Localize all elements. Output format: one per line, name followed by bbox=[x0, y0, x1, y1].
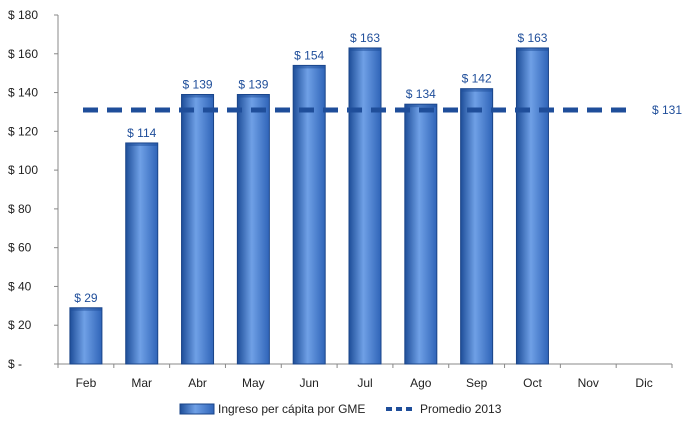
bar-top-highlight bbox=[404, 104, 437, 108]
bar bbox=[348, 47, 382, 365]
data-label: $ 139 bbox=[238, 77, 268, 91]
x-tick-label: Jul bbox=[357, 376, 372, 390]
bar bbox=[236, 93, 270, 365]
bar bbox=[292, 64, 326, 365]
data-label: $ 139 bbox=[183, 77, 213, 91]
legend-bar-label: Ingreso per cápita por GME bbox=[218, 402, 365, 416]
bar-top-highlight bbox=[69, 307, 102, 311]
y-tick-label: $ 140 bbox=[8, 86, 38, 100]
x-tick-label: Mar bbox=[131, 376, 152, 390]
data-labels-group: $ 29 $ 114 $ 139 $ 139 $ 154 $ 163 $ 134 $ 142 $… bbox=[74, 31, 548, 305]
bar-top-highlight bbox=[237, 94, 270, 98]
legend-bar-swatch bbox=[179, 403, 215, 415]
bar-top-highlight bbox=[516, 47, 549, 51]
bar bbox=[460, 88, 494, 365]
x-tick-label: Ago bbox=[410, 376, 432, 390]
y-tick-label: $ 20 bbox=[8, 318, 32, 332]
x-tick-label: Dic bbox=[635, 376, 652, 390]
bar bbox=[515, 47, 549, 365]
bar-top-highlight bbox=[349, 47, 381, 51]
y-tick-label: $ 100 bbox=[8, 163, 38, 177]
bar bbox=[125, 142, 159, 365]
bar bbox=[404, 103, 438, 365]
data-label: $ 142 bbox=[462, 72, 492, 86]
y-tick-label: $ 160 bbox=[8, 47, 38, 61]
data-label: $ 114 bbox=[127, 126, 156, 140]
bars-group bbox=[69, 47, 549, 365]
y-tick-label: $ 40 bbox=[8, 279, 32, 293]
data-label: $ 163 bbox=[350, 31, 380, 45]
y-tick-label: $ 120 bbox=[8, 124, 38, 138]
y-tick-label: $ 60 bbox=[8, 241, 32, 255]
x-tick-label: Sep bbox=[466, 376, 488, 390]
x-tick-label: Abr bbox=[188, 376, 207, 390]
data-label: $ 29 bbox=[74, 291, 98, 305]
bar-top-highlight bbox=[181, 94, 214, 98]
y-tick-label: $ 180 bbox=[8, 8, 38, 22]
bar-top-highlight bbox=[293, 65, 326, 69]
y-tick-label: $ - bbox=[8, 357, 22, 371]
data-label: $ 134 bbox=[406, 87, 436, 101]
x-tick-label: Feb bbox=[76, 376, 97, 390]
bar bbox=[69, 307, 103, 365]
axes: $ - $ 20 $ 40 $ 60 $ 80 $ 100 $ 120 $ 140 $ 160 $… bbox=[8, 8, 673, 390]
y-tick-label: $ 80 bbox=[8, 202, 32, 216]
average-line-label: $ 131 bbox=[652, 103, 682, 117]
bar-top-highlight bbox=[460, 88, 493, 92]
data-label: $ 163 bbox=[517, 31, 547, 45]
legend: Ingreso per cápita por GME Promedio 2013 bbox=[179, 402, 502, 416]
x-tick-label: Oct bbox=[523, 376, 542, 390]
x-tick-label: Jun bbox=[300, 376, 319, 390]
x-tick-label: May bbox=[242, 376, 265, 390]
legend-line-label: Promedio 2013 bbox=[420, 402, 502, 416]
bar-top-highlight bbox=[125, 142, 158, 146]
x-tick-label: Nov bbox=[578, 376, 599, 390]
average-line-group: $ 131 bbox=[83, 103, 682, 117]
bar bbox=[181, 93, 215, 365]
data-label: $ 154 bbox=[294, 48, 324, 62]
